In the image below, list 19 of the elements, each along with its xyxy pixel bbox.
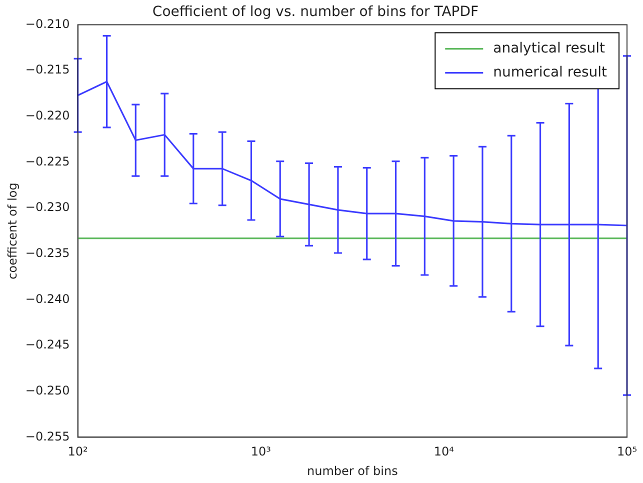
- y-tick-label: −0.255: [25, 429, 70, 444]
- x-tick-label: 10³: [250, 444, 272, 459]
- x-tick-label: 10⁴: [434, 444, 454, 459]
- y-tick-label: −0.235: [25, 246, 70, 260]
- x-axis-title: number of bins: [306, 464, 398, 478]
- x-tick-label: 10²: [68, 444, 88, 459]
- y-tick-label: −0.215: [25, 62, 70, 77]
- y-tick-label: −0.230: [25, 200, 70, 214]
- y-tick-label: −0.250: [25, 384, 70, 398]
- legend-label: analytical result: [493, 40, 606, 56]
- legend-label: numerical result: [493, 64, 608, 80]
- y-tick-label: −0.240: [25, 292, 70, 306]
- y-axis-title: coefficent of log: [5, 182, 20, 280]
- y-tick-label: −0.210: [25, 16, 70, 31]
- y-tick-label: −0.220: [25, 108, 70, 123]
- x-tick-label: 10⁵: [616, 444, 638, 459]
- y-tick-label: −0.245: [25, 338, 70, 352]
- chart-title: Coefficient of log vs. number of bins for TAPDF: [152, 4, 479, 20]
- y-tick-label: −0.225: [25, 154, 70, 168]
